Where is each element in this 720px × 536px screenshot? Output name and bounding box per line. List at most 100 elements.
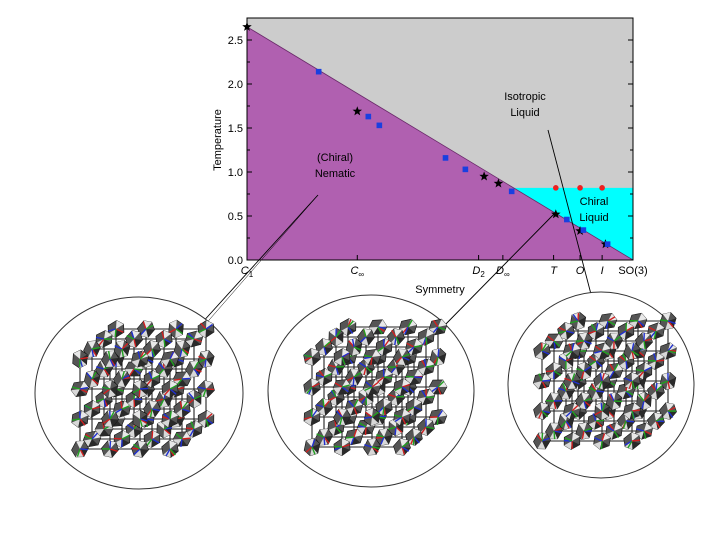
- particle-axis: [311, 410, 318, 418]
- particle-facet: [336, 397, 345, 406]
- particle-axis: [538, 373, 543, 382]
- lattice-particle: [623, 432, 641, 450]
- particle-facet: [414, 369, 423, 377]
- particle-axis: [622, 353, 627, 362]
- particle-facet: [129, 369, 140, 377]
- particle-facet: [140, 329, 149, 338]
- x-tick-label-SO3: SO(3): [618, 265, 647, 277]
- particle-facet: [112, 359, 121, 368]
- star-marker: [242, 21, 252, 31]
- particle-axis: [205, 323, 213, 330]
- y-tick-label: 2.5: [228, 35, 243, 47]
- particle-axis: [382, 368, 385, 378]
- particle-axis: [647, 359, 657, 362]
- particle-facet: [604, 381, 615, 389]
- lattice-particle: [362, 378, 382, 396]
- particle-axis: [627, 440, 633, 449]
- lattice-particle: [375, 398, 393, 416]
- particle-axis: [353, 399, 359, 408]
- particle-axis: [158, 362, 165, 370]
- particle-axis: [358, 362, 367, 368]
- particle-facet: [608, 407, 616, 418]
- particle-axis: [413, 436, 420, 444]
- square-marker: [508, 188, 515, 195]
- particle-axis: [667, 350, 676, 354]
- particle-axis: [388, 426, 397, 431]
- particle-facet: [626, 421, 635, 430]
- lattice-particle: [315, 428, 333, 446]
- particle-facet: [656, 322, 665, 331]
- particle-axis: [570, 320, 579, 324]
- particle-axis: [667, 373, 669, 382]
- particle-facet: [102, 339, 112, 348]
- particle-axis: [138, 388, 141, 398]
- particle-axis: [79, 388, 88, 393]
- particle-axis: [613, 340, 615, 350]
- lattice-particle: [532, 372, 552, 390]
- particle-facet: [71, 389, 80, 397]
- particle-facet: [434, 327, 445, 335]
- lattice-particle: [605, 422, 623, 440]
- lattice-particle: [185, 360, 203, 378]
- particle-axis: [198, 355, 207, 360]
- pointer-line-chiral: [439, 211, 557, 331]
- particle-facet: [402, 408, 411, 417]
- lattice-particle: [71, 410, 89, 428]
- pointer-line-nematic-2: [202, 194, 319, 328]
- particle-axis: [353, 372, 362, 378]
- particle-axis: [323, 373, 332, 378]
- lattice-particle: [107, 320, 125, 338]
- particle-facet: [76, 389, 86, 397]
- lattice-particle: [563, 432, 581, 450]
- particle-facet: [381, 377, 392, 386]
- lattice-particle: [161, 380, 179, 398]
- particle-axis: [140, 328, 147, 336]
- particle-axis: [625, 390, 634, 396]
- particle-facet: [194, 330, 203, 339]
- particle-axis: [126, 424, 135, 430]
- particle-facet: [390, 367, 399, 376]
- particle-axis: [631, 350, 635, 359]
- lattice-particle: [417, 328, 435, 346]
- particle-facet: [384, 407, 393, 416]
- particle-axis: [351, 339, 355, 348]
- particle-axis: [361, 396, 367, 405]
- lattice-particle: [101, 410, 119, 428]
- particle-facet: [424, 418, 433, 427]
- particle-facet: [140, 384, 148, 395]
- particle-axis: [625, 326, 634, 332]
- lattice-particle: [563, 402, 581, 420]
- particle-facet: [173, 439, 182, 447]
- particle-axis: [629, 319, 639, 322]
- particle-facet: [336, 332, 344, 343]
- particle-axis: [395, 426, 403, 433]
- particle-axis: [335, 366, 339, 375]
- particle-facet: [599, 321, 608, 329]
- particle-facet: [95, 429, 104, 437]
- lattice-particle: [161, 440, 179, 458]
- particle-facet: [413, 407, 422, 416]
- particle-facet: [426, 427, 435, 436]
- particle-axis: [179, 401, 183, 410]
- particle-axis: [103, 368, 110, 376]
- particle-facet: [176, 340, 185, 349]
- particle-facet: [163, 429, 171, 438]
- particle-facet: [92, 400, 100, 409]
- particle-axis: [383, 340, 390, 348]
- lattice-particle: [362, 349, 382, 366]
- particle-axis: [205, 413, 213, 420]
- particle-axis: [316, 404, 325, 408]
- particle-facet: [204, 380, 213, 389]
- particle-facet: [341, 447, 351, 456]
- particle-axis: [631, 343, 635, 352]
- lattice-particle: [545, 422, 563, 440]
- particle-facet: [119, 349, 128, 358]
- particle-axis: [79, 410, 81, 420]
- particle-axis: [341, 356, 346, 365]
- particle-facet: [134, 339, 143, 348]
- particle-axis: [139, 418, 143, 427]
- particle-facet: [152, 370, 160, 379]
- lattice-particle: [345, 368, 363, 386]
- particle-facet: [106, 351, 115, 359]
- lattice-particle: [333, 438, 351, 456]
